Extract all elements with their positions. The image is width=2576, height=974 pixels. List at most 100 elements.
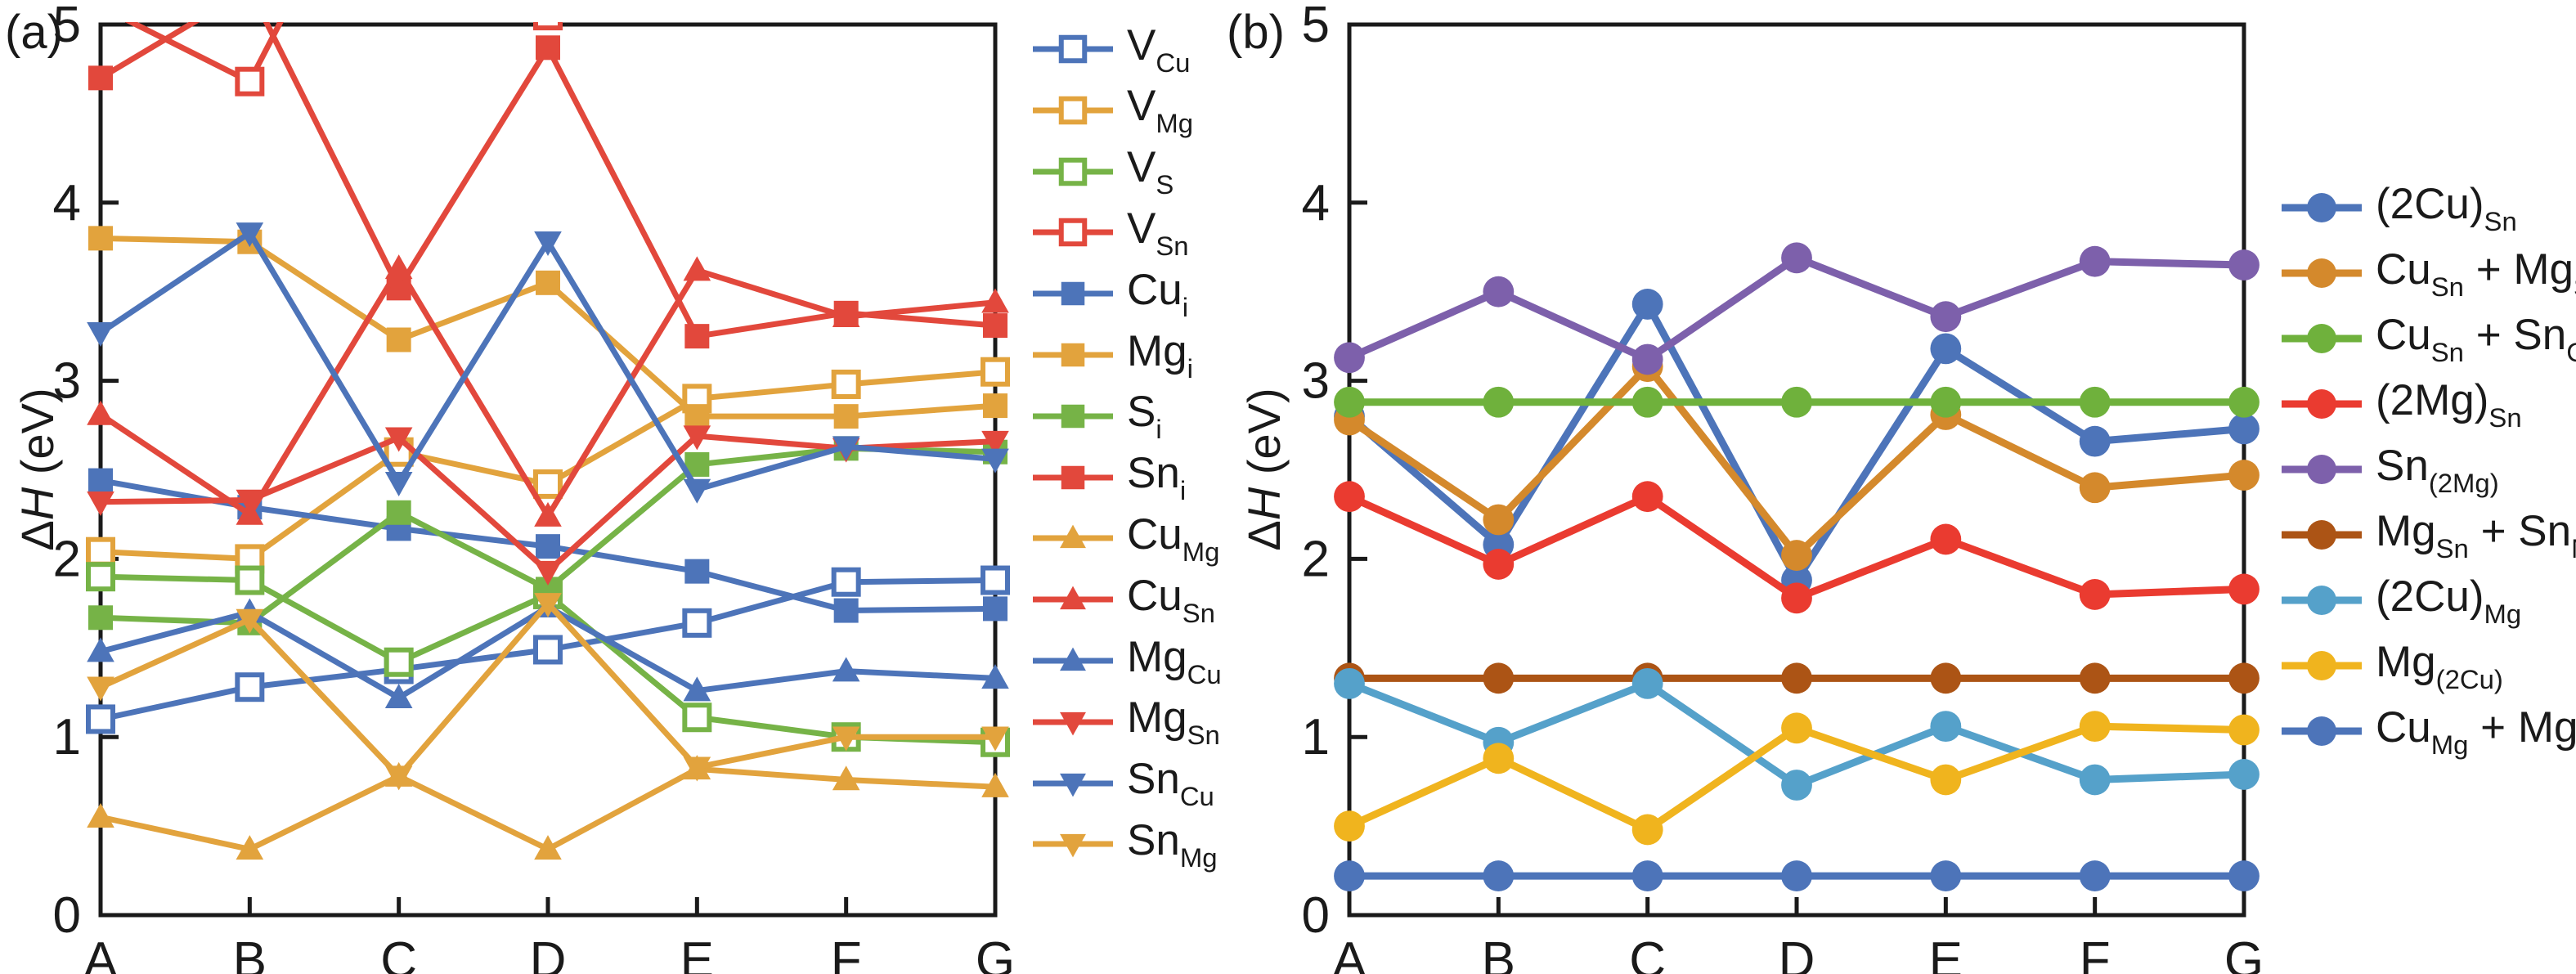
legend-item-Mg_2Cu: Mg(2Cu) xyxy=(2281,635,2503,696)
point-CuSn_SnCu-1 xyxy=(1483,386,1515,418)
point-MgSn_SnMg-5 xyxy=(2079,662,2111,694)
point-V_Cu-0 xyxy=(86,704,115,734)
point-Sn_Mg-4 xyxy=(683,756,711,782)
legend-marker-MgSn_SnMg-icon xyxy=(2282,520,2362,550)
point-Mg_Sn-3 xyxy=(534,560,562,586)
legend-marker-Cu_i-icon xyxy=(1033,281,1113,306)
point-Mg_Sn-1 xyxy=(236,489,264,514)
point-Mg_i-4 xyxy=(684,404,710,429)
point-MgSn_SnMg-1 xyxy=(1483,662,1515,694)
point-V_Cu-3 xyxy=(533,635,563,665)
point-V_S-2 xyxy=(384,647,414,677)
point-2Cu_Mg xyxy=(2307,586,2336,615)
legend-item-Sn_Mg: SnMg xyxy=(1032,814,1217,874)
point-Mg_i-0 xyxy=(88,226,113,251)
x-tick-label-C: C xyxy=(380,932,417,974)
point-V_Mg xyxy=(1058,96,1088,125)
legend-marker-Mg_2Cu-icon xyxy=(2282,651,2362,680)
point-CuMg_MgCu xyxy=(2307,716,2336,746)
legend-item-Sn_2Mg: Sn(2Mg) xyxy=(2281,439,2499,500)
point-2Mg_Sn-1 xyxy=(1483,549,1515,580)
point-Cu_Sn-0 xyxy=(87,400,114,425)
legend-marker-V_S-icon xyxy=(1033,157,1113,186)
point-S_i-0 xyxy=(88,605,113,631)
point-CuSn_MgSn-5 xyxy=(2079,472,2111,504)
legend-item-Mg_i: Mgi xyxy=(1032,325,1193,385)
point-2Cu_Mg-6 xyxy=(2228,759,2260,790)
legend-item-CuMg_MgCu: CuMg + MgCu xyxy=(2281,701,2576,761)
legend-item-Mg_Cu: MgCu xyxy=(1032,631,1222,691)
point-CuSn_MgSn-6 xyxy=(2228,460,2260,491)
legend-marker-V_Sn-icon xyxy=(1033,218,1113,247)
point-Cu_Mg-1 xyxy=(236,835,264,860)
point-S_i-2 xyxy=(386,500,411,525)
point-Sn_i xyxy=(1061,465,1085,489)
point-Cu_i xyxy=(1061,281,1085,306)
point-2Mg_Sn xyxy=(2307,389,2336,419)
point-Sn_2Mg-5 xyxy=(2079,245,2111,277)
point-Mg_Sn-2 xyxy=(384,427,413,452)
point-Sn_2Mg xyxy=(2307,455,2336,484)
legend-item-V_Sn: VSn xyxy=(1032,202,1189,263)
point-Cu_i-4 xyxy=(684,559,710,584)
y-tick-label: 4 xyxy=(53,175,81,231)
x-tick-label-B: B xyxy=(1482,932,1515,974)
point-2Cu_Mg-2 xyxy=(1631,667,1663,699)
point-CuSn_SnCu-2 xyxy=(1631,386,1663,418)
point-CuSn_SnCu-6 xyxy=(2228,386,2260,418)
point-Sn_2Mg-0 xyxy=(1334,342,1365,374)
point-Sn_Cu-5 xyxy=(832,436,860,461)
point-Cu_i-0 xyxy=(88,468,113,493)
legend-marker-Mg_Sn-icon xyxy=(1033,711,1113,736)
point-Sn_Cu-2 xyxy=(384,471,413,496)
point-Cu_i-3 xyxy=(536,534,560,559)
point-Cu_Mg xyxy=(1060,525,1086,549)
legend-marker-Sn_Cu-icon xyxy=(1033,773,1113,797)
series-group-a xyxy=(86,0,1010,860)
point-Sn_Mg-6 xyxy=(981,726,1009,752)
point-2Mg_Sn-3 xyxy=(1781,582,1812,614)
point-V_S xyxy=(1058,157,1088,186)
point-Mg_2Cu-0 xyxy=(1334,810,1365,842)
y-tick-label: 3 xyxy=(53,353,81,410)
point-Sn_Cu-6 xyxy=(981,448,1009,474)
x-tick-label-G: G xyxy=(2224,932,2264,974)
legend-item-V_Cu: VCu xyxy=(1032,19,1190,79)
point-2Cu_Mg-3 xyxy=(1781,770,1812,801)
point-Sn_i-1 xyxy=(237,0,262,1)
point-Sn_2Mg-3 xyxy=(1781,242,1812,274)
point-Sn_Mg-0 xyxy=(87,676,114,702)
point-Mg_Cu-4 xyxy=(683,676,711,702)
point-CuMg_MgCu-0 xyxy=(1334,860,1365,891)
point-2Cu_Mg-0 xyxy=(1334,667,1365,699)
point-2Mg_Sn-5 xyxy=(2079,579,2111,610)
point-2Mg_Sn-2 xyxy=(1631,481,1663,513)
legend-item-CuSn_SnCu: CuSn + SnCu xyxy=(2281,308,2576,369)
point-CuSn_SnCu-5 xyxy=(2079,386,2111,418)
point-CuMg_MgCu-5 xyxy=(2079,860,2111,891)
point-CuSn_SnCu-4 xyxy=(1930,386,1962,418)
legend-item-Cu_Mg: CuMg xyxy=(1032,508,1219,568)
series-line-V_Mg xyxy=(100,369,996,562)
point-CuSn_MgSn xyxy=(2307,258,2336,288)
point-Cu_Mg-0 xyxy=(87,802,114,828)
point-2Cu_Sn xyxy=(2307,193,2336,222)
point-Mg_Cu-6 xyxy=(981,664,1009,689)
x-tick-label-D: D xyxy=(530,932,567,974)
point-Sn_i-6 xyxy=(983,313,1008,339)
legend-marker-Cu_Mg-icon xyxy=(1033,525,1113,549)
legend-a: VCu VMg VS VSn Cui Mgi Si Sni CuMg CuSn MgCu MgSn Sn… xyxy=(1032,0,1376,974)
point-V_S-0 xyxy=(86,562,115,592)
legend-marker-2Mg_Sn-icon xyxy=(2282,389,2362,419)
point-Cu_Sn-5 xyxy=(832,302,860,327)
point-Mg_2Cu-3 xyxy=(1781,712,1812,744)
point-Mg_Cu-0 xyxy=(87,637,114,662)
point-CuSn_SnCu xyxy=(2307,324,2336,353)
point-Sn_2Mg-6 xyxy=(2228,249,2260,281)
point-CuMg_MgCu-6 xyxy=(2228,860,2260,891)
point-Mg_Sn xyxy=(1060,711,1086,736)
series-group-b xyxy=(1334,242,2260,891)
